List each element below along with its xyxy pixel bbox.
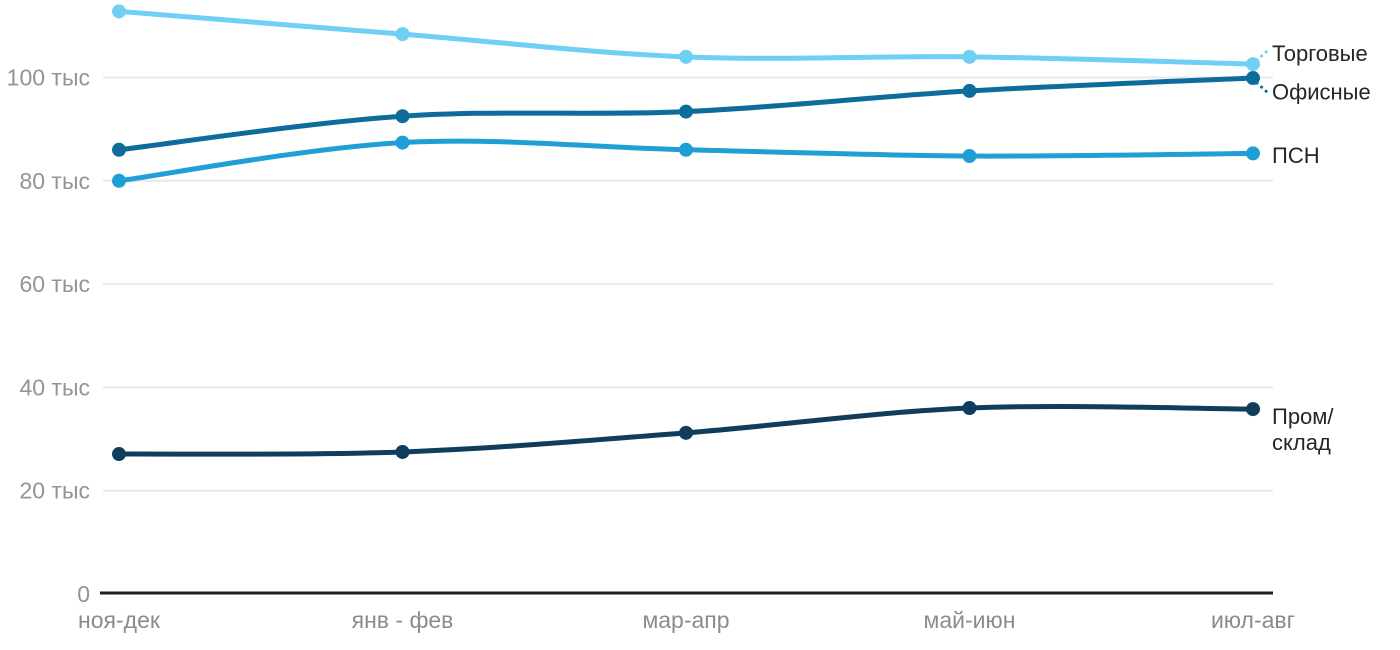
data-point-psn-1[interactable]: [395, 135, 410, 150]
series-label-retail: Торговые: [1272, 41, 1368, 66]
data-point-industrial-warehouse-1[interactable]: [395, 444, 410, 459]
data-point-retail-4[interactable]: [1246, 57, 1260, 72]
x-axis-label: мар-апр: [642, 607, 729, 633]
y-axis-tick-label: 40 тыс: [19, 374, 90, 400]
data-point-retail-0[interactable]: [112, 4, 126, 19]
x-axis-label: июл-авг: [1211, 607, 1295, 633]
data-point-retail-3[interactable]: [962, 49, 977, 64]
data-point-psn-2[interactable]: [679, 142, 693, 157]
series-label-psn: ПСН: [1272, 143, 1320, 168]
data-point-office-2[interactable]: [679, 104, 693, 119]
series-label-office: Офисные: [1272, 80, 1371, 105]
series-label-line: Пром/: [1272, 404, 1334, 429]
series-label-line: Офисные: [1272, 80, 1371, 105]
data-point-office-1[interactable]: [395, 109, 410, 124]
series-label-line: склад: [1272, 430, 1331, 455]
y-axis-tick-label: 60 тыс: [19, 271, 90, 297]
data-point-industrial-warehouse-0[interactable]: [112, 447, 126, 462]
series-label-line: Торговые: [1272, 41, 1368, 66]
data-point-industrial-warehouse-4[interactable]: [1246, 402, 1260, 417]
data-point-office-4[interactable]: [1246, 71, 1260, 86]
y-axis-tick-label: 80 тыс: [19, 168, 90, 194]
series-label-industrial-warehouse: Пром/склад: [1272, 404, 1334, 455]
data-point-retail-1[interactable]: [395, 27, 410, 42]
leader-line-office: [1255, 81, 1269, 94]
data-point-psn-4[interactable]: [1246, 146, 1260, 161]
data-point-office-3[interactable]: [962, 83, 977, 98]
series-label-line: ПСН: [1272, 143, 1320, 168]
data-point-psn-0[interactable]: [112, 173, 126, 188]
data-point-industrial-warehouse-3[interactable]: [962, 401, 977, 416]
data-point-retail-2[interactable]: [679, 49, 693, 64]
x-axis-label: янв - фев: [352, 607, 454, 633]
x-axis-label: ноя-дек: [78, 607, 161, 633]
data-point-office-0[interactable]: [112, 142, 126, 157]
y-axis-tick-label: 0: [77, 581, 90, 607]
y-axis-tick-label: 100 тыс: [7, 65, 90, 91]
data-point-industrial-warehouse-2[interactable]: [679, 425, 693, 440]
y-axis-tick-label: 20 тыс: [19, 478, 90, 504]
x-axis-label: май-июн: [924, 607, 1016, 633]
leader-line-retail: [1255, 49, 1269, 62]
data-point-psn-3[interactable]: [962, 149, 977, 164]
